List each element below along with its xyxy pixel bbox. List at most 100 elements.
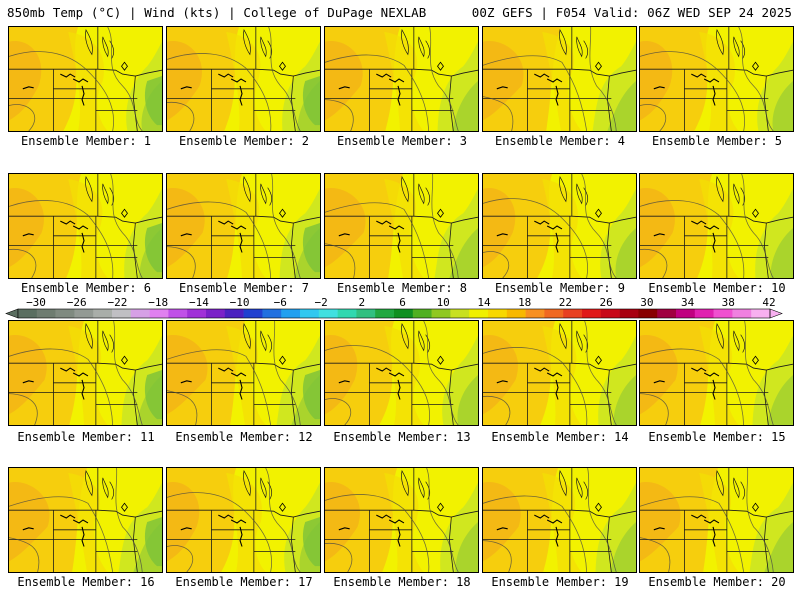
member-label-7: Ensemble Member: 7 [178,281,310,295]
temperature-map-icon [9,27,162,131]
colorbar-swatch [318,309,338,318]
temperature-map-icon [640,468,793,572]
colorbar-swatch [469,309,489,318]
temperature-map-icon [167,321,320,425]
temperature-map-icon [9,321,162,425]
colorbar-swatch [488,309,508,318]
colorbar-tick-label: 6 [399,296,406,309]
member-label-6: Ensemble Member: 6 [20,281,152,295]
temperature-colorbar: −30 −26 −22 −18 −14 −10 −6 −2 2 6 10 14 18 22 26 30 34 38… [5,296,783,319]
colorbar-swatch [563,309,583,318]
member-panel-19 [482,467,637,573]
member-label-8: Ensemble Member: 8 [336,281,468,295]
member-label-5: Ensemble Member: 5 [651,134,783,148]
member-label-15: Ensemble Member: 15 [648,430,786,444]
run-valid-time: 00Z GEFS | F054 Valid: 06Z WED SEP 24 20… [471,5,792,20]
member-panel-1 [8,26,163,132]
colorbar-swatch [375,309,395,318]
colorbar-tick-label: 42 [762,296,775,309]
colorbar-swatch [657,309,677,318]
colorbar-swatch [206,309,226,318]
member-label-11: Ensemble Member: 11 [17,430,155,444]
colorbar-swatch [356,309,376,318]
temperature-map-icon [483,468,636,572]
temperature-map-icon [9,468,162,572]
member-panel-4 [482,26,637,132]
colorbar-tick-label: −18 [148,296,168,309]
colorbar-swatch [694,309,714,318]
colorbar-swatch [262,309,282,318]
temperature-map-icon [167,468,320,572]
colorbar-swatch [713,309,733,318]
colorbar-swatch [676,309,696,318]
member-label-10: Ensemble Member: 10 [648,281,786,295]
member-panel-6 [8,173,163,279]
map-title: 850mb Temp (°C) | Wind (kts) | College o… [7,5,427,20]
temperature-map-icon [483,27,636,131]
colorbar-swatch [544,309,564,318]
member-panel-15 [639,320,794,426]
colorbar-swatch [394,309,414,318]
colorbar-swatch [337,309,357,318]
colorbar-swatch [281,309,301,318]
member-panel-9 [482,173,637,279]
member-panel-12 [166,320,321,426]
member-label-18: Ensemble Member: 18 [333,575,471,589]
temperature-map-icon [325,468,478,572]
colorbar-swatch [638,309,658,318]
temperature-map-icon [640,27,793,131]
member-panel-2 [166,26,321,132]
member-panel-3 [324,26,479,132]
member-label-17: Ensemble Member: 17 [175,575,313,589]
colorbar-tick-label: −14 [189,296,209,309]
member-label-16: Ensemble Member: 16 [17,575,155,589]
member-panel-13 [324,320,479,426]
colorbar-swatch [450,309,470,318]
colorbar-tick-label: −10 [230,296,250,309]
member-panel-11 [8,320,163,426]
colorbar-tick-label: 2 [358,296,365,309]
member-panel-5 [639,26,794,132]
temperature-map-icon [325,321,478,425]
colorbar-swatch [506,309,526,318]
temperature-map-icon [167,174,320,278]
temperature-map-icon [640,174,793,278]
colorbar-swatch [55,309,75,318]
temperature-map-icon [325,174,478,278]
colorbar-swatch [431,309,451,318]
colorbar-swatch [74,309,94,318]
colorbar-swatch [149,309,169,318]
colorbar-swatch [18,309,38,318]
colorbar-swatch [130,309,150,318]
temperature-map-icon [325,27,478,131]
temperature-map-icon [9,174,162,278]
member-panel-20 [639,467,794,573]
colorbar-tick-label: 34 [681,296,695,309]
colorbar-swatch [600,309,620,318]
member-label-14: Ensemble Member: 14 [491,430,629,444]
member-label-1: Ensemble Member: 1 [20,134,152,148]
member-label-2: Ensemble Member: 2 [178,134,310,148]
colorbar-tick-label: 14 [477,296,491,309]
member-panel-7 [166,173,321,279]
colorbar-left-arrow [5,308,19,319]
colorbar-tick-label: 30 [640,296,653,309]
temperature-map-icon [483,321,636,425]
colorbar-tick-label: 38 [722,296,735,309]
colorbar-swatch [243,309,263,318]
member-label-4: Ensemble Member: 4 [494,134,626,148]
colorbar-swatch [412,309,432,318]
temperature-map-icon [640,321,793,425]
member-label-19: Ensemble Member: 19 [491,575,629,589]
member-panel-17 [166,467,321,573]
colorbar-swatch [93,309,113,318]
colorbar-swatch [751,309,771,318]
colorbar-tick-label: 10 [437,296,450,309]
member-panel-8 [324,173,479,279]
member-label-20: Ensemble Member: 20 [648,575,786,589]
colorbar-tick-label: 22 [559,296,572,309]
colorbar-swatch [36,309,56,318]
member-panel-10 [639,173,794,279]
member-label-9: Ensemble Member: 9 [494,281,626,295]
colorbar-swatch [168,309,188,318]
